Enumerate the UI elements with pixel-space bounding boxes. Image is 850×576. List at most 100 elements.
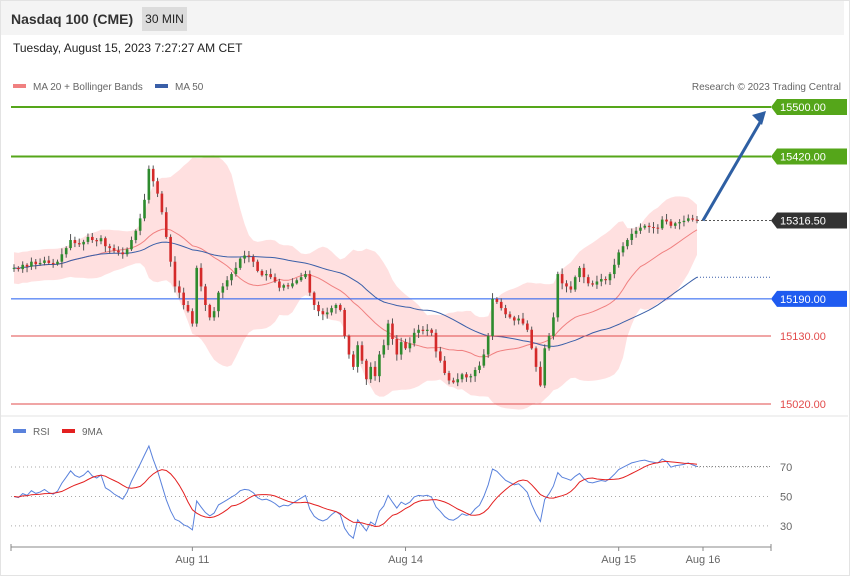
bollinger-band-area: [14, 155, 697, 410]
candle-body: [539, 366, 542, 386]
candle: [417, 324, 420, 338]
rsi-ma-line: [13, 460, 698, 528]
candle-body: [225, 280, 229, 287]
candle-body: [69, 240, 72, 249]
candle: [617, 249, 620, 268]
candle: [17, 266, 20, 272]
level-tag-bg: [771, 290, 847, 307]
candle: [299, 272, 303, 282]
candle-body: [543, 348, 547, 386]
candle: [504, 304, 507, 319]
candle: [25, 263, 29, 273]
legend-swatch-ma50: [155, 84, 168, 88]
candle: [439, 346, 442, 363]
candle-body: [82, 241, 85, 245]
candle: [499, 298, 503, 311]
candle: [408, 337, 412, 353]
candle: [82, 239, 85, 251]
candle-body: [38, 262, 42, 265]
candle-body: [112, 248, 116, 251]
candle-body: [369, 366, 373, 380]
candle: [169, 234, 172, 267]
rsi-tick-label: 50: [780, 491, 792, 503]
candle-body: [552, 317, 555, 336]
candle: [643, 224, 647, 230]
candle-body: [399, 342, 403, 355]
legend-label-rsi-ma: 9MA: [82, 427, 103, 438]
timeframe-button[interactable]: 30 MIN: [142, 7, 187, 31]
candle-body: [56, 261, 59, 265]
candle-body: [204, 286, 207, 305]
candle-body: [99, 238, 103, 242]
candle-body: [582, 267, 586, 278]
candle-body: [626, 240, 629, 247]
candle: [312, 291, 316, 310]
candle-body: [156, 181, 159, 194]
candle-body: [669, 221, 673, 226]
candle-body: [378, 354, 381, 377]
candle-body: [295, 280, 299, 284]
candle: [512, 315, 516, 326]
candle: [404, 338, 407, 350]
candle-body: [560, 274, 564, 284]
candle-body: [64, 248, 68, 255]
candle: [156, 177, 159, 198]
candle: [560, 268, 564, 290]
candle: [160, 191, 164, 215]
candle-body: [208, 305, 212, 318]
candle: [91, 232, 94, 243]
level-label: 15500.00: [780, 102, 826, 114]
candle-body: [352, 354, 355, 367]
candle: [130, 236, 133, 251]
candle-body: [238, 258, 242, 268]
candle: [147, 165, 151, 204]
candle-body: [465, 374, 468, 378]
candle: [69, 234, 72, 251]
candle: [630, 228, 634, 245]
instrument-title: Nasdaq 100 (CME): [11, 11, 134, 27]
candle: [269, 268, 272, 280]
candle-body: [160, 193, 164, 213]
candle-body: [643, 225, 647, 228]
candle-body: [308, 274, 312, 293]
candle: [352, 351, 355, 370]
candle: [34, 259, 38, 270]
candle: [491, 293, 494, 340]
candle: [608, 272, 612, 285]
candle: [373, 361, 377, 381]
candle-body: [60, 254, 64, 262]
candle-body: [25, 264, 29, 267]
candle-body: [586, 277, 590, 284]
bollinger-layer: [13, 155, 770, 410]
candle-body: [482, 354, 486, 366]
candle-body: [191, 311, 194, 324]
candle: [295, 278, 299, 285]
candle: [256, 259, 259, 273]
candle: [621, 242, 625, 257]
candle: [334, 303, 338, 314]
candle-body: [412, 332, 416, 344]
candle-body: [578, 267, 581, 278]
candle-body: [130, 240, 133, 250]
level-tag-pivot: 15190.00: [771, 290, 847, 307]
candle: [230, 272, 233, 286]
candle: [465, 372, 468, 382]
level-tag-support: 15130.00: [780, 331, 826, 343]
candle: [360, 341, 364, 365]
candle: [112, 244, 116, 253]
candle: [330, 305, 333, 316]
candle-body: [291, 283, 294, 287]
candle-body: [138, 218, 142, 231]
candle: [626, 238, 629, 250]
candle: [251, 254, 255, 268]
candle: [695, 215, 699, 224]
candle: [669, 219, 673, 229]
level-tag-bg: [771, 148, 847, 165]
legend-swatch-ma20: [13, 84, 26, 88]
candle: [660, 216, 664, 230]
candle: [308, 270, 312, 296]
candle-body: [199, 267, 203, 287]
candle: [199, 263, 203, 292]
candle: [569, 281, 573, 293]
level-label: 15420.00: [780, 152, 826, 164]
